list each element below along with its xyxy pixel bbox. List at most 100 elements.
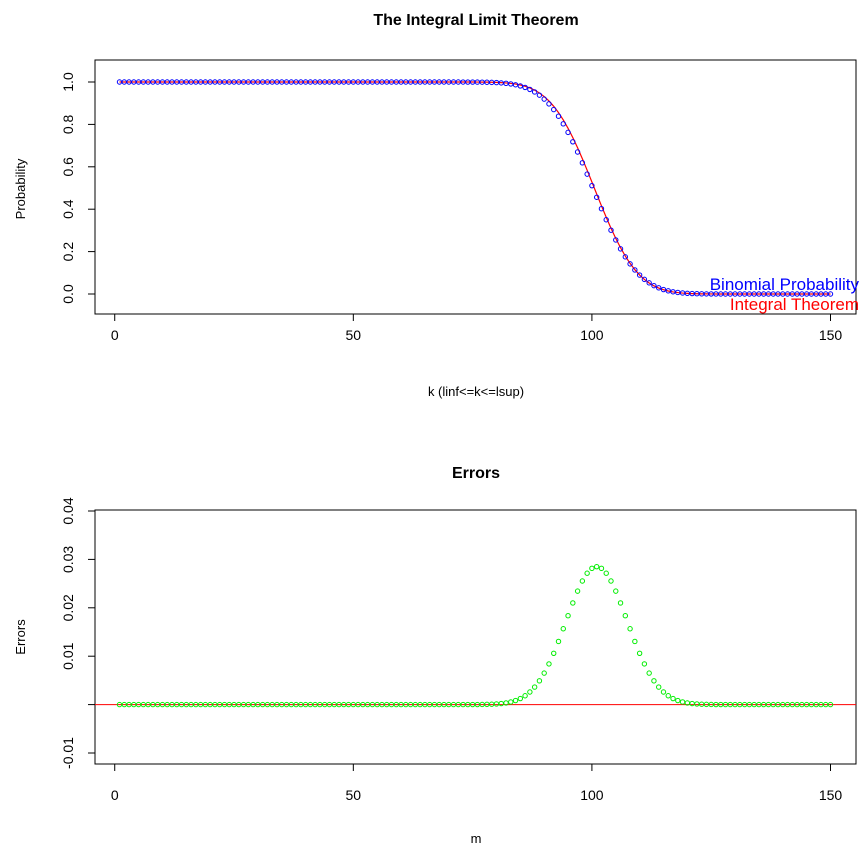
binomial-point [565, 129, 571, 136]
binomial-point [613, 237, 619, 243]
chart1-x-tick-label: 50 [346, 327, 362, 343]
chart2-x-tick-label: 50 [346, 787, 362, 803]
error-point [574, 588, 581, 594]
chart2-y-tick-label: 0.01 [60, 642, 76, 669]
chart2-y-tick-label: -0.01 [60, 737, 76, 769]
binomial-point [527, 86, 533, 93]
binomial-point [536, 92, 543, 98]
error-point [512, 697, 519, 704]
error-point [584, 570, 590, 576]
chart1-x-tick-label: 0 [111, 327, 119, 343]
chart1-y-tick-label: 0.2 [60, 242, 76, 262]
chart2-x-axis-label: m [471, 831, 482, 846]
integral-theorem-line [119, 81, 831, 295]
chart1-x-axis-label: k (linf<=k<=lsup) [428, 384, 524, 399]
error-point [527, 689, 533, 695]
error-point [565, 613, 571, 619]
error-point [694, 701, 700, 707]
error-point [522, 693, 528, 699]
error-point [546, 661, 552, 667]
error-point [608, 578, 614, 584]
error-point [646, 670, 652, 676]
errors-chart: Errors -0.01 0.01 0.02 0.03 0.04 0 50 100 150 m… [13, 465, 857, 846]
chart2-y-axis-label: Errors [13, 619, 28, 655]
integral-limit-chart: The Integral Limit Theorem 0.0 0.2 0.4 0.6 0… [13, 12, 859, 399]
chart1-y-tick-label: 0.6 [60, 157, 76, 177]
chart2-x-tick-label: 0 [111, 787, 119, 803]
error-point [508, 699, 514, 705]
error-point [665, 693, 671, 699]
chart1-x-axis: 0 50 100 150 [111, 313, 842, 343]
error-point [517, 695, 524, 702]
binomial-point [651, 282, 657, 289]
error-point [670, 695, 676, 702]
error-point [570, 600, 576, 606]
error-point [660, 689, 667, 695]
binomial-point [508, 81, 514, 87]
chart1-y-tick-label: 0.4 [60, 199, 76, 219]
binomial-point [551, 106, 557, 113]
integral-theorem-series [119, 81, 831, 295]
chart2-plot-frame [94, 509, 857, 765]
binomial-point [570, 139, 576, 145]
chart2-y-tick-label: 0.04 [60, 497, 76, 524]
binomial-point [608, 227, 614, 233]
chart2-x-axis: 0 50 100 150 [111, 763, 842, 803]
binomial-point [632, 267, 638, 273]
error-point [560, 626, 566, 632]
error-point [531, 684, 538, 690]
error-point [622, 613, 629, 619]
binomial-point [603, 217, 609, 223]
chart2-x-tick-label: 100 [580, 787, 604, 803]
chart2-title: Errors [452, 465, 500, 482]
binomial-point [574, 149, 581, 155]
chart2-y-tick-label: 0.02 [60, 594, 76, 621]
binomial-point [646, 280, 652, 286]
binomial-point [546, 101, 552, 107]
binomial-point [617, 246, 624, 252]
chart1-y-tick-label: 0.8 [60, 114, 76, 134]
error-point [679, 699, 686, 705]
binomial-point [598, 205, 605, 212]
chart1-y-tick-label: 1.0 [60, 72, 76, 92]
binomial-point [560, 121, 566, 127]
error-point [493, 701, 500, 707]
binomial-point [589, 182, 595, 189]
error-point [603, 570, 609, 576]
error-point [503, 700, 509, 706]
binomial-point [622, 254, 629, 260]
binomial-point [636, 272, 643, 278]
binomial-point [627, 261, 633, 267]
legend-integral-theorem: Integral Theorem [730, 295, 859, 314]
chart2-y-tick-label: 0.03 [60, 546, 76, 573]
binomial-point [584, 171, 590, 177]
error-point [656, 684, 662, 690]
binomial-point [656, 285, 662, 291]
binomial-point [593, 194, 600, 200]
error-point [579, 578, 586, 584]
error-point [589, 565, 595, 572]
binomial-point [579, 160, 586, 166]
chart1-title: The Integral Limit Theorem [373, 12, 578, 29]
binomial-point [555, 113, 562, 119]
error-point [541, 670, 547, 676]
binomial-point [641, 276, 648, 283]
error-point [551, 650, 557, 656]
error-point [627, 626, 633, 632]
error-point [598, 565, 605, 572]
binomial-point [541, 96, 547, 102]
chart1-x-tick-label: 100 [580, 327, 604, 343]
chart1-y-tick-label: 0.0 [60, 284, 76, 304]
binomial-probability-series [116, 79, 834, 297]
error-point [651, 678, 657, 684]
binomial-point [517, 83, 524, 89]
binomial-point [660, 286, 667, 293]
error-point [555, 638, 562, 645]
chart2-y-axis: -0.01 0.01 0.02 0.03 0.04 [60, 497, 96, 769]
error-point [617, 600, 624, 606]
error-point [641, 661, 648, 667]
error-point [675, 697, 681, 704]
error-point [636, 650, 643, 656]
error-point [632, 638, 638, 645]
